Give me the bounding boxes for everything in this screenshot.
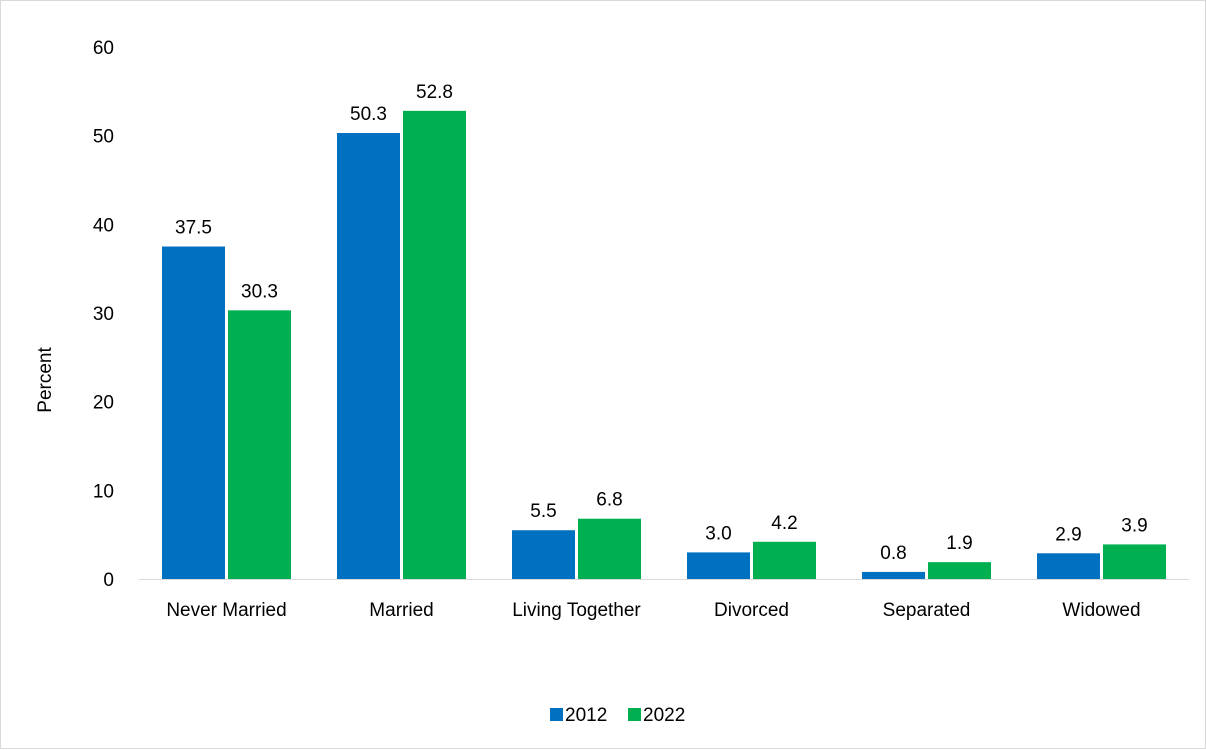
- data-label-2022-1: 52.8: [416, 82, 453, 103]
- data-label-2012-2: 5.5: [530, 501, 556, 522]
- bar-2012-1: [337, 133, 400, 580]
- bar-2022-3: [753, 541, 816, 579]
- bar-2022-2: [578, 518, 641, 579]
- x-tick-label: Married: [369, 600, 433, 621]
- bar-2022-5: [1103, 544, 1166, 579]
- legend-swatch-2012: [550, 708, 563, 721]
- x-tick-label: Divorced: [714, 600, 789, 621]
- x-tick-label: Living Together: [512, 600, 641, 621]
- bar-2012-2: [512, 530, 575, 579]
- y-tick-label: 30: [93, 304, 114, 325]
- data-label-2022-0: 30.3: [241, 281, 278, 302]
- legend-label-2012: 2012: [565, 705, 607, 726]
- data-label-2012-4: 0.8: [880, 543, 906, 564]
- data-label-2022-3: 4.2: [771, 513, 797, 534]
- legend-swatch-2022: [628, 708, 641, 721]
- y-tick-label: 40: [93, 215, 114, 236]
- data-label-2012-1: 50.3: [350, 104, 387, 125]
- legend-label-2022: 2022: [643, 705, 685, 726]
- data-label-2022-2: 6.8: [596, 490, 622, 511]
- x-tick-label: Separated: [883, 600, 971, 621]
- data-label-2022-4: 1.9: [946, 533, 972, 554]
- y-tick-label: 60: [93, 38, 114, 59]
- data-label-2012-0: 37.5: [175, 218, 212, 239]
- bar-2012-0: [162, 246, 225, 579]
- y-tick-label: 50: [93, 127, 114, 148]
- x-tick-label: Never Married: [166, 600, 286, 621]
- bar-2012-4: [862, 571, 925, 579]
- y-tick-label: 20: [93, 393, 114, 414]
- data-label-2012-3: 3.0: [705, 523, 731, 544]
- y-tick-label: 10: [93, 481, 114, 502]
- bar-2012-3: [687, 552, 750, 579]
- data-label-2012-5: 2.9: [1055, 524, 1081, 545]
- bar-2022-0: [228, 310, 291, 579]
- data-label-2022-5: 3.9: [1121, 515, 1147, 536]
- y-axis-label: Percent: [35, 347, 56, 413]
- bar-2012-5: [1037, 553, 1100, 579]
- bar-2022-1: [403, 110, 466, 579]
- y-tick-label: 0: [103, 570, 114, 591]
- x-tick-label: Widowed: [1062, 600, 1140, 621]
- bar-2022-4: [928, 562, 991, 579]
